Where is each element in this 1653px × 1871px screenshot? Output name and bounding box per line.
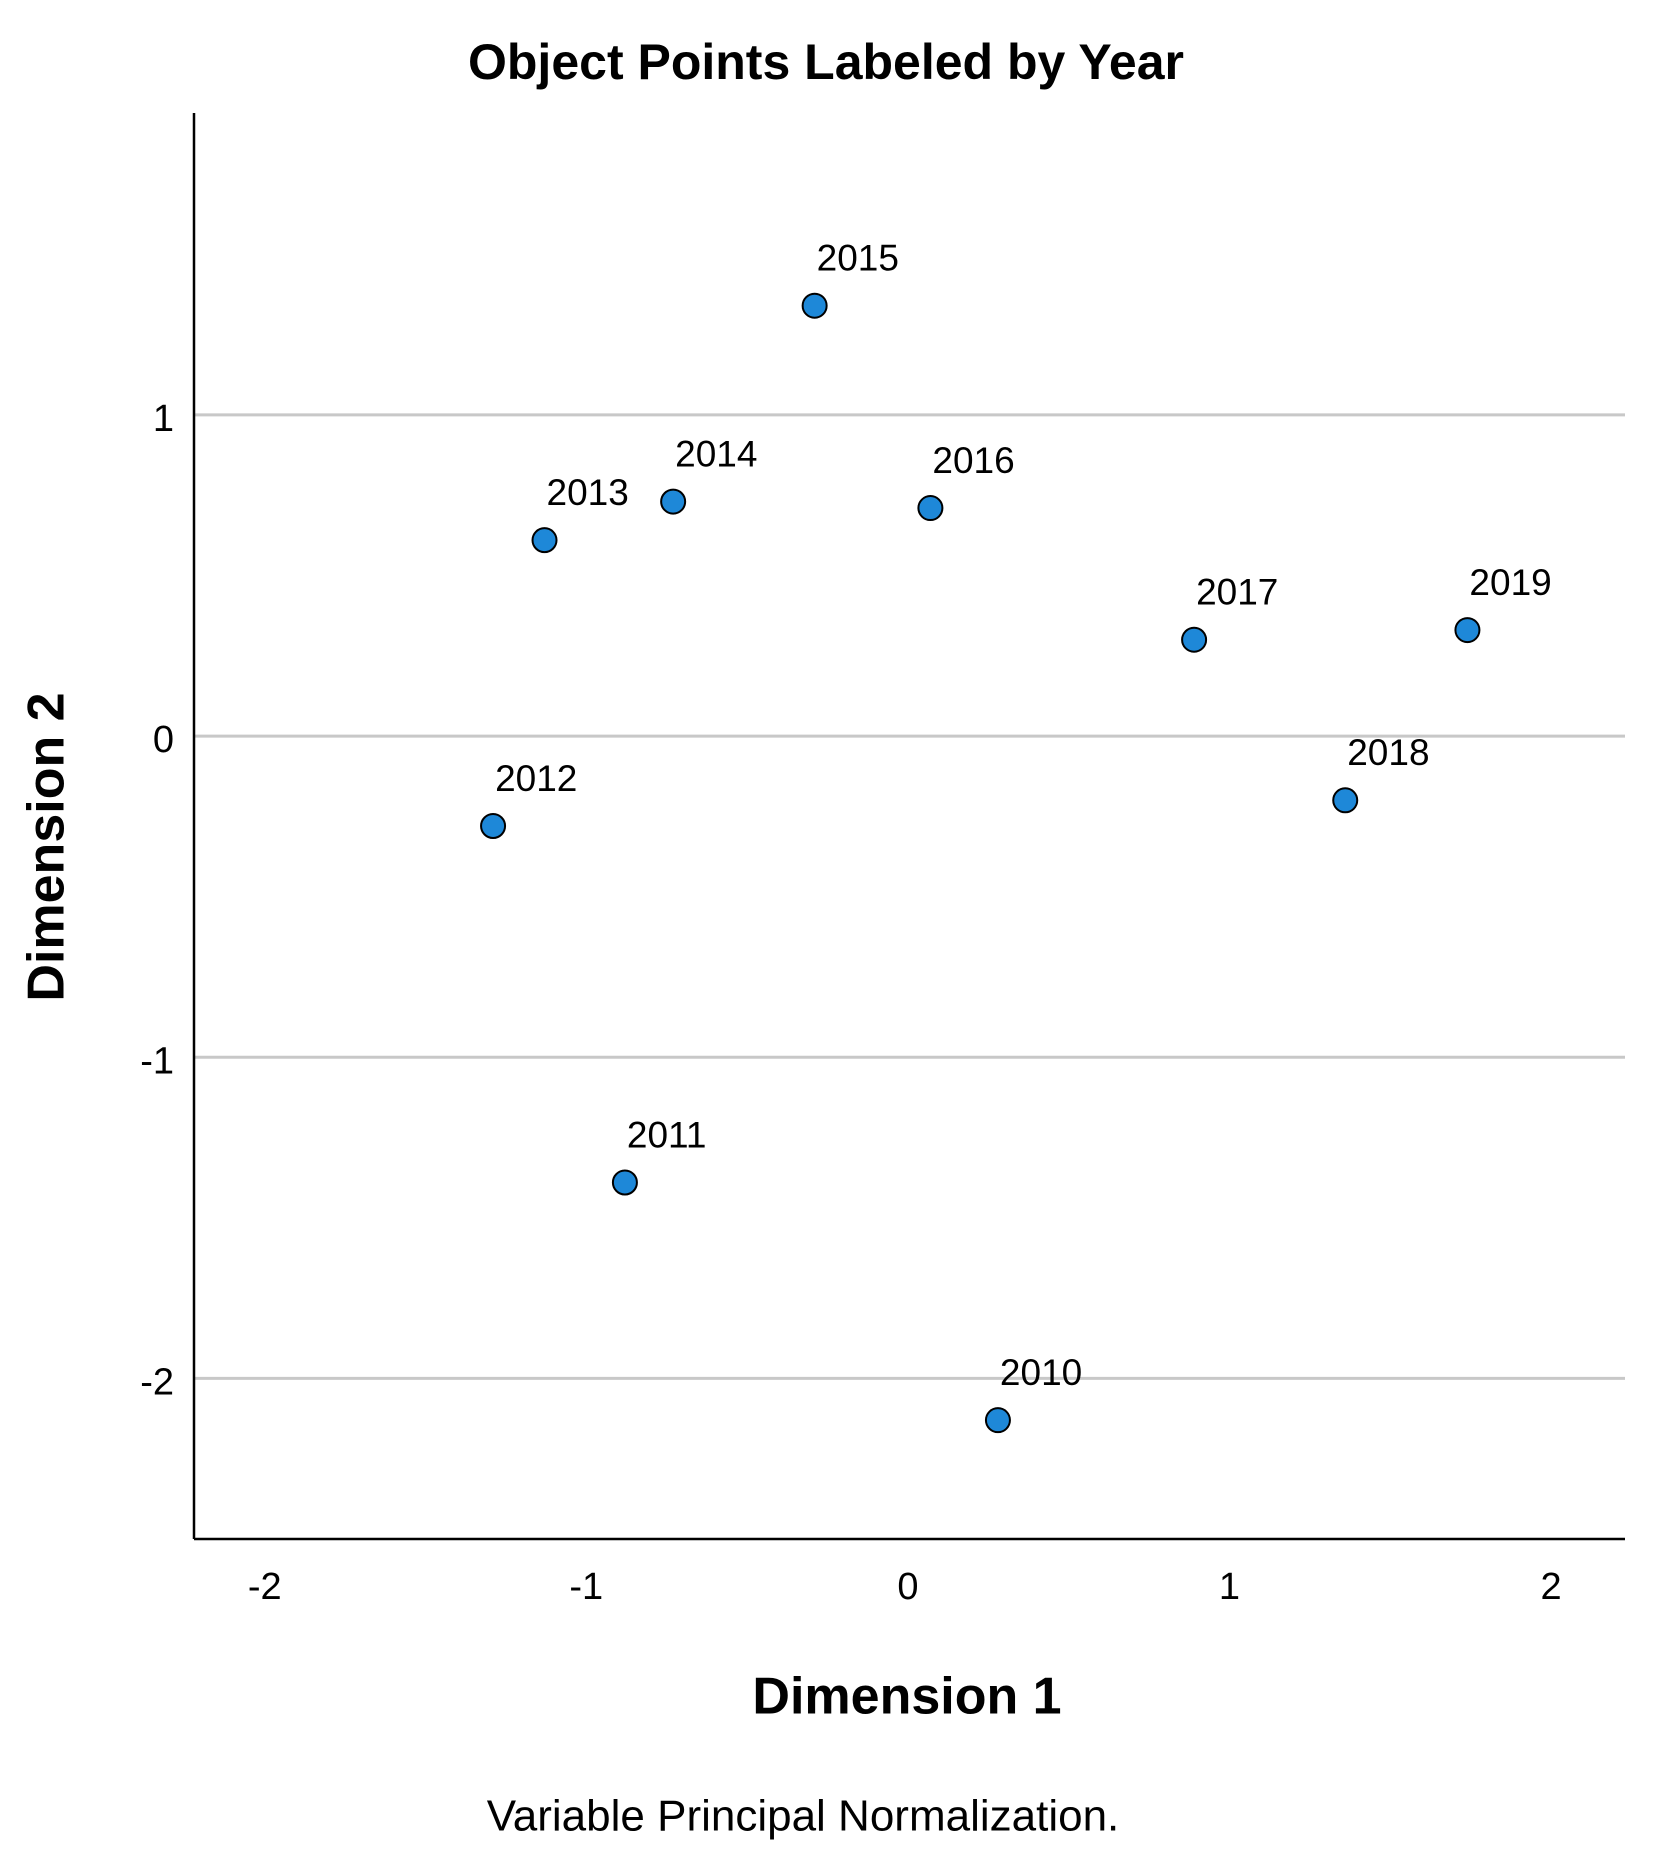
point — [1454, 617, 1481, 644]
y-tick-label: -1 — [140, 1040, 174, 1082]
footnote: Variable Principal Normalization. — [487, 1792, 1120, 1841]
x-tick-label: 0 — [897, 1566, 918, 1608]
point — [531, 527, 558, 554]
y-tick-label: 0 — [153, 719, 174, 761]
chart-title: Object Points Labeled by Year — [468, 34, 1184, 90]
point — [917, 495, 944, 522]
point-label: 2010 — [1000, 1352, 1082, 1393]
x-tick-label: -1 — [569, 1566, 603, 1608]
point-label: 2017 — [1196, 572, 1278, 613]
y-tick-label: 1 — [153, 398, 174, 440]
point-label: 2013 — [547, 472, 629, 513]
point — [1332, 787, 1359, 814]
point-label: 2015 — [817, 237, 899, 278]
point — [480, 813, 507, 839]
y-axis-title: Dimension 2 — [18, 692, 76, 1001]
x-tick-label: -2 — [248, 1566, 282, 1608]
point-label: 2014 — [675, 433, 757, 474]
point — [801, 292, 828, 319]
x-tick-label: 2 — [1540, 1566, 1561, 1608]
point — [984, 1407, 1011, 1434]
point-label: 2011 — [627, 1114, 707, 1155]
y-tick-label: -2 — [140, 1361, 174, 1403]
point — [611, 1169, 638, 1196]
point-label: 2012 — [495, 758, 577, 799]
x-tick-label: 1 — [1219, 1566, 1240, 1608]
x-axis-title: Dimension 1 — [752, 1668, 1061, 1726]
point-label: 2016 — [932, 440, 1014, 481]
point — [660, 488, 687, 515]
point — [1181, 626, 1208, 653]
point-label: 2018 — [1347, 732, 1429, 773]
point-label: 2019 — [1469, 562, 1551, 603]
